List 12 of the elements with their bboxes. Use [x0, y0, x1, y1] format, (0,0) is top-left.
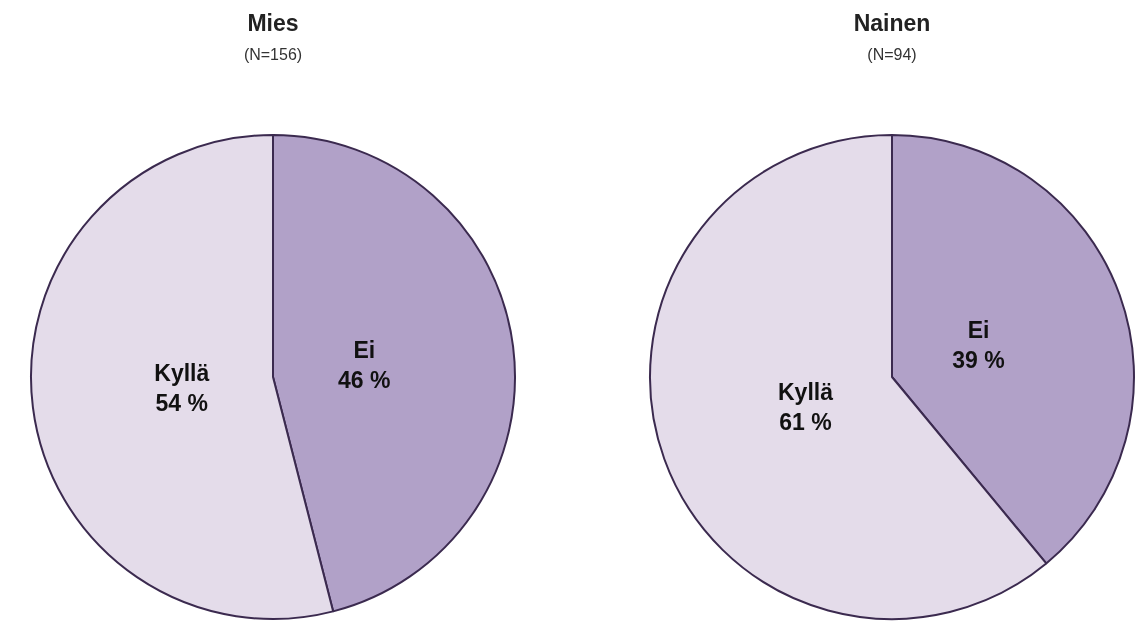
slice-label: Kyllä [777, 379, 834, 406]
data-label: 61 % [779, 409, 832, 436]
chart-title: Mies [246, 10, 300, 37]
chart-subtitle: (N=156) [242, 46, 304, 64]
data-label: 39 % [952, 347, 1005, 374]
slice-label: Kyllä [154, 359, 210, 386]
chart-subtitle: (N=94) [866, 46, 918, 64]
data-label: 46 % [338, 366, 391, 393]
slice-label: Ei [967, 317, 990, 344]
chart-title: Nainen [852, 10, 932, 37]
slice-label: Ei [353, 336, 376, 363]
data-label: 54 % [155, 389, 208, 416]
